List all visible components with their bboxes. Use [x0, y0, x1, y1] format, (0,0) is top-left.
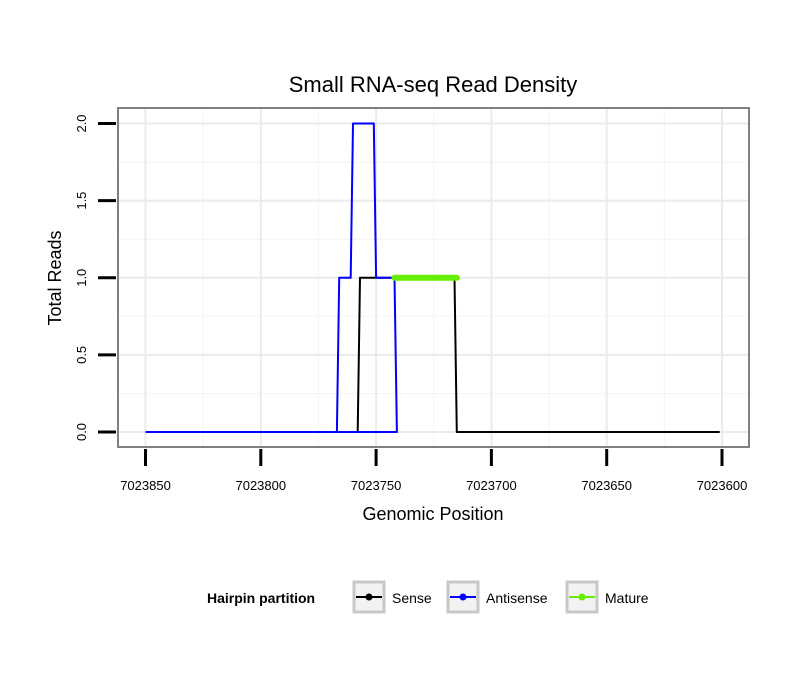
y-tick-label: 0.5 — [74, 346, 89, 364]
y-tick-label: 0.0 — [74, 423, 89, 441]
legend-key-point — [578, 593, 586, 601]
x-tick-label: 7023800 — [235, 478, 286, 493]
y-tick-label: 1.0 — [74, 269, 89, 287]
y-tick-label: 1.5 — [74, 192, 89, 210]
gridlines — [118, 108, 749, 447]
x-axis: 7023850 7023800 7023750 7023700 7023650 70236… — [120, 449, 747, 493]
plot-border — [117, 107, 750, 448]
legend-item-sense: Sense — [352, 580, 432, 614]
legend-item-antisense: Antisense — [446, 580, 548, 614]
legend-label-mature: Mature — [605, 590, 649, 606]
legend-item-mature: Mature — [565, 580, 649, 614]
legend-key-point — [459, 593, 467, 601]
y-axis-label: Total Reads — [45, 230, 65, 325]
x-tick-label: 7023650 — [581, 478, 632, 493]
legend-label-sense: Sense — [392, 590, 432, 606]
series-layer — [145, 122, 720, 433]
y-axis: 0.0 0.5 1.0 1.5 2.0 — [74, 114, 116, 441]
x-axis-label: Genomic Position — [362, 504, 503, 524]
x-tick-label: 7023600 — [697, 478, 748, 493]
x-tick-label: 7023700 — [466, 478, 517, 493]
series-line-antisense — [145, 122, 398, 433]
x-tick-label: 7023850 — [120, 478, 171, 493]
legend-title: Hairpin partition — [207, 590, 315, 606]
x-tick-label: 7023750 — [351, 478, 402, 493]
chart-title: Small RNA-seq Read Density — [289, 72, 578, 97]
plot-panel — [117, 107, 750, 448]
y-tick-label: 2.0 — [74, 114, 89, 132]
legend-label-antisense: Antisense — [486, 590, 548, 606]
legend: Hairpin partition Sense Antisense Mature — [207, 580, 649, 614]
legend-key-point — [365, 593, 373, 601]
